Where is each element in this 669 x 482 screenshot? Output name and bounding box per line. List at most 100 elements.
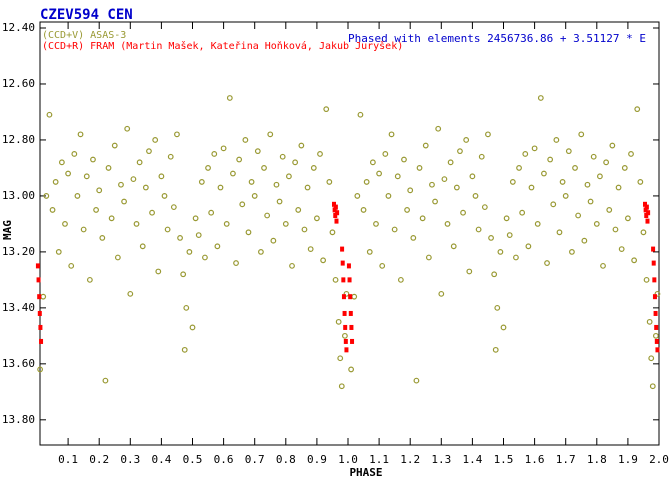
point xyxy=(646,210,651,216)
point xyxy=(453,184,460,191)
x-tick-label: 0.2 xyxy=(89,453,109,466)
point xyxy=(298,142,305,149)
point xyxy=(230,170,236,177)
point xyxy=(488,234,494,241)
point xyxy=(494,304,501,311)
point xyxy=(491,271,498,278)
point xyxy=(528,184,535,191)
point xyxy=(202,254,208,261)
point xyxy=(643,207,648,213)
y-tick-label: 13.40 xyxy=(2,301,35,314)
point xyxy=(118,181,124,188)
point xyxy=(35,263,40,269)
point xyxy=(466,268,473,275)
point xyxy=(217,184,224,191)
point xyxy=(379,262,386,269)
point xyxy=(295,207,302,213)
point xyxy=(96,187,103,194)
point xyxy=(587,198,594,205)
point xyxy=(643,276,650,283)
point xyxy=(223,221,230,227)
point xyxy=(485,131,491,138)
point xyxy=(644,213,649,219)
point xyxy=(360,207,367,213)
point xyxy=(37,310,42,316)
point xyxy=(541,170,547,177)
point xyxy=(348,366,355,373)
point xyxy=(332,207,337,213)
x-tick-label: 1.7 xyxy=(556,453,576,466)
point xyxy=(572,165,578,171)
point xyxy=(553,137,560,143)
point xyxy=(127,290,134,297)
point xyxy=(211,151,218,157)
point xyxy=(267,131,274,138)
point xyxy=(634,106,641,113)
point xyxy=(416,165,423,171)
point xyxy=(646,318,653,325)
point xyxy=(74,193,81,199)
x-tick-label: 1.0 xyxy=(338,453,358,466)
point xyxy=(258,248,264,255)
point xyxy=(509,179,516,185)
point xyxy=(478,153,485,160)
point xyxy=(366,248,373,255)
y-tick-label: 12.60 xyxy=(2,77,35,90)
point xyxy=(401,156,407,163)
point xyxy=(397,276,404,283)
point xyxy=(513,254,519,261)
point xyxy=(503,215,510,222)
point xyxy=(463,137,470,143)
point xyxy=(270,237,277,244)
point xyxy=(186,248,193,255)
point xyxy=(245,229,252,236)
point xyxy=(562,193,569,199)
point xyxy=(38,324,43,330)
y-axis-label: MAG xyxy=(1,220,14,240)
point xyxy=(344,347,349,353)
point xyxy=(404,207,410,213)
subtitle: Phased with elements 2456736.86 + 3.5112… xyxy=(348,32,646,45)
point xyxy=(444,221,451,227)
point xyxy=(606,207,613,213)
point xyxy=(37,294,42,300)
point xyxy=(593,221,600,227)
point xyxy=(516,165,522,171)
point xyxy=(68,262,75,269)
point xyxy=(600,262,606,269)
point xyxy=(105,165,112,171)
point xyxy=(410,234,417,241)
point xyxy=(519,209,526,216)
point xyxy=(342,310,347,316)
point xyxy=(36,277,41,283)
point xyxy=(226,95,233,101)
point xyxy=(130,176,137,183)
point xyxy=(164,226,171,233)
point xyxy=(233,260,239,266)
point xyxy=(195,232,202,239)
point xyxy=(55,248,62,255)
point xyxy=(261,165,267,171)
x-tick-label: 0.6 xyxy=(214,453,234,466)
point xyxy=(603,159,610,166)
point xyxy=(382,151,389,157)
x-tick-label: 1.9 xyxy=(618,453,638,466)
point xyxy=(99,234,106,241)
point xyxy=(341,332,348,339)
point xyxy=(376,170,383,177)
point xyxy=(301,226,308,233)
point xyxy=(320,257,327,264)
point xyxy=(618,246,625,252)
point xyxy=(441,176,448,183)
point xyxy=(289,262,295,269)
point xyxy=(338,383,345,390)
point xyxy=(651,260,656,266)
point xyxy=(628,151,634,157)
point xyxy=(146,148,152,155)
point xyxy=(242,137,249,143)
point xyxy=(640,229,647,236)
point xyxy=(121,198,127,205)
point xyxy=(326,179,333,185)
point xyxy=(531,145,538,152)
point xyxy=(236,156,243,163)
